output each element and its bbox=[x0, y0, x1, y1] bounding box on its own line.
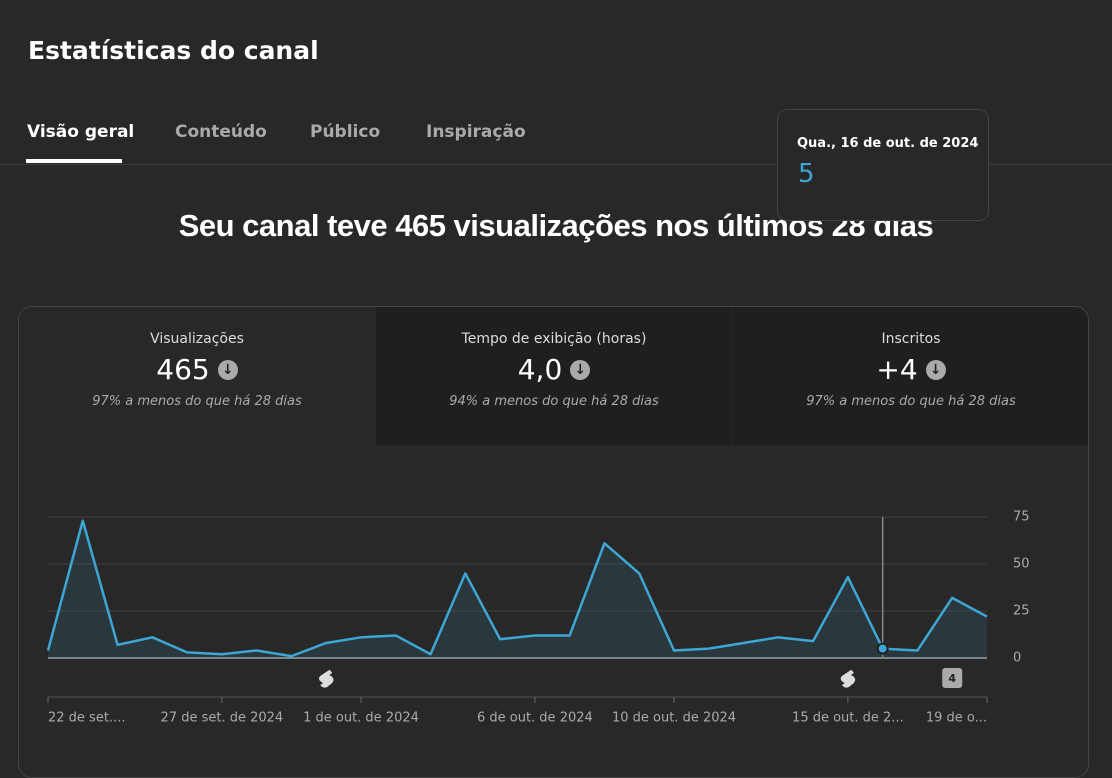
area bbox=[48, 520, 987, 658]
badge-count: 4 bbox=[948, 672, 956, 685]
metric-tab[interactable]: Inscritos +4 ↓ 97% a menos do que há 28 d… bbox=[733, 307, 1088, 445]
line bbox=[46, 519, 988, 658]
down-icon: ↓ bbox=[925, 359, 946, 380]
shorts-icon bbox=[840, 669, 856, 688]
metric-value: 465 bbox=[156, 353, 210, 386]
y-tick-label: 0 bbox=[1013, 651, 1021, 666]
x-tick-label: 15 de out. de 2... bbox=[792, 711, 904, 726]
analytics-card: Visualizações 465 ↓ 97% a menos do que há… bbox=[18, 306, 1089, 778]
metric-note: 94% a menos do que há 28 dias bbox=[449, 394, 659, 409]
tooltip-date: Qua., 16 de out. de 2024 bbox=[797, 136, 979, 151]
down-icon: ↓ bbox=[217, 359, 238, 380]
tab-underline bbox=[26, 159, 122, 163]
metric-value: +4 bbox=[876, 353, 918, 386]
badge bbox=[942, 668, 963, 688]
metric-value: 4,0 bbox=[517, 353, 563, 386]
shorts-glyph bbox=[318, 669, 334, 688]
tooltip: Qua., 16 de out. de 2024 5 bbox=[777, 109, 989, 221]
y-tick-label: 50 bbox=[1013, 557, 1030, 572]
x-tick-label: 19 de o... bbox=[926, 711, 987, 726]
x-tick-label: 27 de set. de 2024 bbox=[161, 711, 284, 726]
x-tick-label: 10 de out. de 2024 bbox=[612, 711, 736, 726]
metric-label: Visualizações bbox=[150, 331, 244, 347]
metric-tab[interactable]: Tempo de exibição (horas) 4,0 ↓ 94% a men… bbox=[376, 307, 732, 445]
y-tick-label: 25 bbox=[1013, 604, 1030, 619]
hover-dot bbox=[876, 642, 889, 655]
x-tick-label: 22 de set.... bbox=[48, 711, 125, 726]
metric-label: Tempo de exibição (horas) bbox=[461, 331, 647, 347]
metric-tab[interactable]: Visualizações 465 ↓ 97% a menos do que há… bbox=[19, 307, 375, 445]
x-tick-label: 1 de out. de 2024 bbox=[303, 711, 419, 726]
shorts-icon bbox=[318, 669, 334, 688]
y-tick-label: 75 bbox=[1013, 510, 1030, 525]
tab[interactable]: Conteúdo bbox=[175, 122, 267, 142]
metric-label: Inscritos bbox=[881, 331, 941, 347]
tab[interactable]: Inspiração bbox=[426, 122, 526, 142]
down-icon: ↓ bbox=[570, 359, 591, 380]
x-tick-label: 6 de out. de 2024 bbox=[477, 711, 593, 726]
tooltip-value: 5 bbox=[798, 159, 815, 189]
divider bbox=[0, 164, 1112, 165]
page-title: Estatísticas do canal bbox=[28, 36, 319, 65]
shorts-glyph bbox=[840, 669, 856, 688]
metric-note: 97% a menos do que há 28 dias bbox=[806, 394, 1016, 409]
tab[interactable]: Público bbox=[310, 122, 381, 142]
tab[interactable]: Visão geral bbox=[27, 122, 135, 142]
metric-note: 97% a menos do que há 28 dias bbox=[92, 394, 302, 409]
